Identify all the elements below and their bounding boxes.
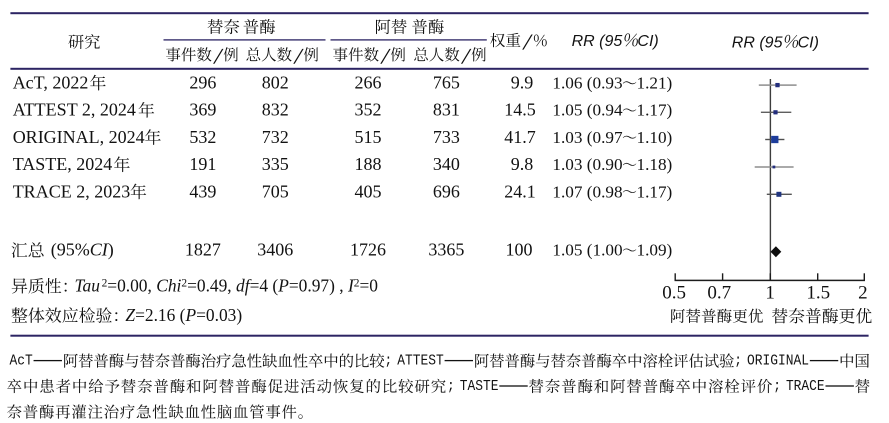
svg-text:1.17): 1.17): [636, 101, 672, 120]
svg-text:188: 188: [355, 154, 382, 174]
svg-text:Z: Z: [125, 305, 135, 325]
svg-text:765: 765: [433, 73, 460, 93]
svg-text:1.03 (0.97: 1.03 (0.97: [552, 128, 623, 147]
svg-text:1.5: 1.5: [806, 283, 830, 304]
svg-text:(95%: (95%: [46, 240, 90, 261]
svg-text:832: 832: [262, 100, 289, 120]
svg-text:P: P: [277, 276, 289, 296]
svg-text:2: 2: [354, 277, 360, 289]
svg-text:335: 335: [262, 154, 289, 174]
svg-text:340: 340: [433, 154, 460, 174]
svg-text:296: 296: [189, 73, 216, 93]
svg-text:TRACE: TRACE: [786, 377, 825, 395]
svg-text:;: ;: [773, 377, 781, 395]
svg-text:1: 1: [765, 283, 775, 304]
svg-text:2: 2: [181, 277, 187, 289]
svg-text:CI: CI: [90, 240, 109, 260]
svg-text:RR (95: RR (95: [572, 33, 623, 50]
svg-text:1.05 (1.00: 1.05 (1.00: [552, 241, 622, 260]
svg-text:ATTEST 2, 2024: ATTEST 2, 2024: [13, 100, 136, 120]
svg-text:=0.49,: =0.49,: [187, 276, 236, 296]
svg-text:ATTEST: ATTEST: [397, 352, 444, 370]
svg-text:=0.97) ,: =0.97) ,: [289, 276, 348, 296]
svg-text:532: 532: [189, 127, 216, 147]
svg-text:=0.03): =0.03): [196, 305, 242, 325]
svg-text:3365: 3365: [428, 240, 464, 260]
svg-text:TASTE: TASTE: [460, 377, 499, 395]
svg-text:2: 2: [102, 277, 108, 289]
svg-text:AcT, 2022: AcT, 2022: [13, 73, 89, 93]
svg-text:;: ;: [447, 377, 455, 395]
svg-text:P: P: [184, 305, 196, 325]
svg-text:696: 696: [433, 181, 460, 201]
svg-text:Chi: Chi: [156, 276, 181, 296]
svg-text:9.8: 9.8: [511, 154, 534, 174]
svg-text:831: 831: [433, 100, 460, 120]
svg-text:1.09): 1.09): [636, 241, 672, 260]
svg-text:=0: =0: [359, 276, 378, 296]
svg-text:ORIGINAL, 2024: ORIGINAL, 2024: [13, 127, 145, 147]
svg-text:;: ;: [734, 352, 742, 370]
svg-text:439: 439: [189, 181, 216, 201]
svg-text:191: 191: [189, 154, 216, 174]
svg-text:1.17): 1.17): [636, 182, 672, 201]
svg-text:AcT: AcT: [10, 352, 33, 370]
svg-text:1.03 (0.90: 1.03 (0.90: [552, 155, 622, 174]
svg-text:=2.16 (: =2.16 (: [135, 305, 186, 325]
svg-text:=4 (: =4 (: [250, 276, 279, 296]
svg-text:): ): [108, 240, 114, 261]
svg-text:515: 515: [355, 127, 382, 147]
svg-text:1.10): 1.10): [636, 128, 672, 147]
svg-text:CI): CI): [798, 35, 819, 52]
svg-text:;: ;: [385, 352, 393, 370]
svg-text:2: 2: [858, 283, 868, 304]
svg-text:ORIGINAL: ORIGINAL: [747, 352, 809, 370]
svg-text:CI): CI): [637, 33, 658, 50]
svg-text:df: df: [236, 276, 252, 296]
svg-text:41.7: 41.7: [504, 127, 536, 147]
svg-text:405: 405: [355, 181, 382, 201]
svg-text:0.7: 0.7: [707, 283, 731, 304]
svg-text:0.5: 0.5: [662, 283, 686, 304]
svg-text:Tau: Tau: [74, 276, 100, 296]
svg-text:1.18): 1.18): [636, 155, 672, 174]
svg-text:14.5: 14.5: [504, 100, 536, 120]
svg-text:1.05 (0.94: 1.05 (0.94: [552, 101, 623, 120]
svg-text:TASTE, 2024: TASTE, 2024: [13, 154, 113, 174]
svg-text:100: 100: [506, 240, 533, 260]
svg-text:1.07 (0.98: 1.07 (0.98: [552, 182, 622, 201]
svg-text:369: 369: [189, 100, 216, 120]
svg-text:352: 352: [355, 100, 382, 120]
svg-text:732: 732: [262, 127, 289, 147]
svg-text:802: 802: [262, 73, 289, 93]
svg-text:TRACE 2, 2023: TRACE 2, 2023: [13, 181, 131, 201]
svg-text:1726: 1726: [350, 240, 386, 260]
svg-text:266: 266: [355, 73, 382, 93]
svg-text:733: 733: [433, 127, 460, 147]
svg-text:3406: 3406: [257, 240, 293, 260]
svg-text:I: I: [347, 276, 355, 296]
svg-text:=0.00,: =0.00,: [107, 276, 156, 296]
svg-text:9.9: 9.9: [511, 73, 534, 93]
svg-text:RR (95: RR (95: [732, 35, 783, 52]
svg-text:705: 705: [262, 181, 289, 201]
svg-text:24.1: 24.1: [504, 181, 536, 201]
svg-text:1827: 1827: [185, 240, 221, 260]
svg-text:1.21): 1.21): [636, 74, 672, 93]
svg-text:1.06 (0.93: 1.06 (0.93: [552, 74, 622, 93]
